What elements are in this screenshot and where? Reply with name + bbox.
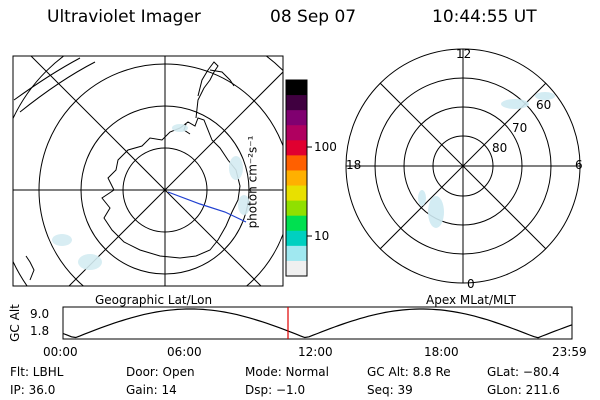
info-glon: GLon: 211.6 — [487, 383, 560, 397]
info-gain: Gain: 14 — [126, 383, 177, 397]
colorbar-segment — [286, 260, 307, 277]
altitude-xtick-0600: 06:00 — [167, 345, 202, 359]
mlt-label-bottom: 0 — [467, 277, 475, 291]
app-title: Ultraviolet Imager — [47, 7, 201, 27]
colorbar-segment — [286, 125, 307, 141]
left-map-caption: Geographic Lat/Lon — [95, 293, 213, 307]
info-filter: Flt: LBHL — [10, 365, 64, 379]
header-time: 10:44:55 UT — [432, 7, 537, 27]
altitude-xtick-0000: 00:00 — [43, 345, 78, 359]
colorbar-segment — [286, 230, 307, 247]
lat-label-70: 70 — [512, 121, 528, 135]
info-mode: Mode: Normal — [245, 365, 329, 379]
colorbar-tick-10: 10 — [314, 229, 330, 243]
altitude-ytick-high: 9.0 — [30, 307, 50, 321]
geographic-map — [12, 55, 284, 287]
colorbar-segment — [286, 110, 307, 126]
right-map-caption: Apex MLat/MLT — [426, 293, 516, 307]
altitude-xtick-1800: 18:00 — [424, 345, 459, 359]
colorbar-segment — [286, 95, 307, 111]
colorbar-segment — [286, 245, 307, 262]
lat-label-60: 60 — [536, 98, 552, 112]
colorbar-segment — [286, 155, 307, 172]
mlt-label-right: 6 — [575, 158, 583, 172]
colorbar — [285, 79, 308, 277]
lat-label-80: 80 — [492, 141, 508, 155]
colorbar-segment — [286, 215, 307, 232]
altitude-plot — [62, 306, 573, 340]
colorbar-segment — [286, 200, 307, 217]
info-dsp: Dsp: −1.0 — [245, 383, 306, 397]
info-door: Door: Open — [126, 365, 195, 379]
altitude-xtick-2359: 23:59 — [552, 345, 587, 359]
colorbar-tick-100: 100 — [314, 140, 337, 154]
info-glat: GLat: −80.4 — [487, 365, 560, 379]
info-gc-alt: GC Alt: 8.8 Re — [367, 365, 451, 379]
colorbar-segment — [286, 185, 307, 202]
colorbar-label: photon cm⁻²s⁻¹ — [245, 135, 260, 229]
mlt-label-left: 18 — [346, 158, 362, 172]
altitude-ytick-low: 1.8 — [30, 324, 50, 338]
info-seq: Seq: 39 — [367, 383, 413, 397]
colorbar-segment — [286, 80, 307, 96]
mlt-label-top: 12 — [456, 47, 472, 61]
apex-polar-map — [345, 48, 581, 284]
colorbar-frame — [285, 79, 308, 277]
altitude-xtick-1200: 12:00 — [298, 345, 333, 359]
header-date: 08 Sep 07 — [270, 7, 357, 27]
info-ip: IP: 36.0 — [10, 383, 56, 397]
colorbar-segment — [286, 170, 307, 187]
colorbar-segment — [286, 140, 307, 156]
altitude-ylabel: GC Alt — [7, 304, 22, 342]
